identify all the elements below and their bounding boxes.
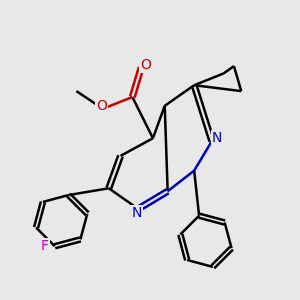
Text: O: O	[96, 99, 107, 113]
Text: N: N	[132, 206, 142, 220]
Text: N: N	[212, 131, 222, 145]
Text: O: O	[140, 58, 151, 72]
Text: F: F	[40, 239, 49, 253]
